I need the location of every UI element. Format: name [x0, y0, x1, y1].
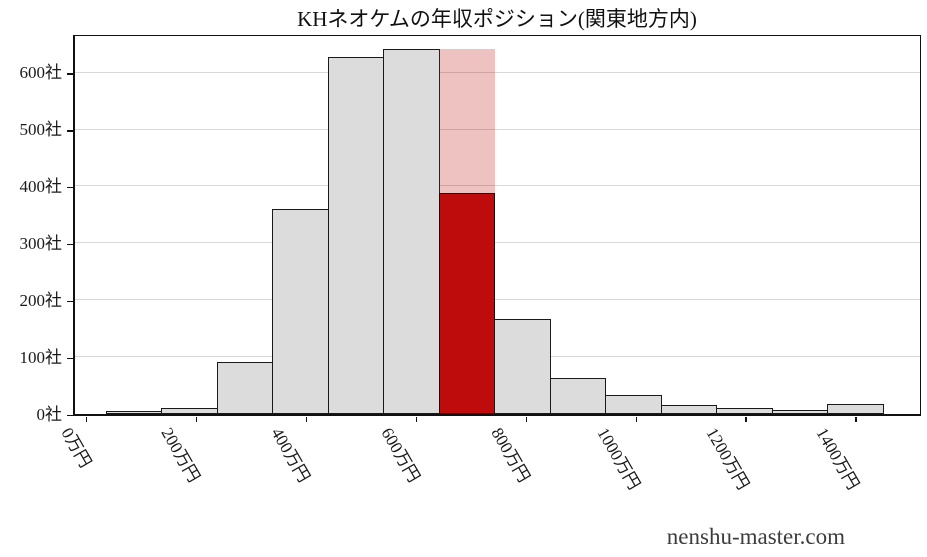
- y-tick-mark: [67, 130, 73, 132]
- x-axis-tick-label: 1000万円: [592, 424, 644, 493]
- x-axis-tick-label: 400万円: [267, 424, 314, 486]
- y-tick-mark: [67, 73, 73, 75]
- x-tick-mark: [855, 416, 857, 422]
- watermark: nenshu-master.com: [666, 524, 845, 549]
- gridline-400社: [75, 185, 920, 187]
- x-tick-mark: [305, 416, 308, 422]
- highlight-bar-position: [438, 193, 495, 414]
- y-axis-tick-label: 500社: [19, 120, 63, 140]
- histogram-bar: [660, 405, 717, 414]
- histogram-bar: [105, 411, 162, 414]
- x-tick-mark: [195, 416, 198, 422]
- gridline-600社: [75, 71, 920, 73]
- y-tick-mark: [67, 301, 73, 303]
- x-tick-mark: [415, 416, 417, 422]
- gridline-200社: [75, 299, 920, 301]
- y-axis-tick-label: 100社: [19, 347, 63, 367]
- histogram-bar: [383, 49, 440, 414]
- x-tick-mark: [745, 416, 747, 422]
- histogram-bar: [161, 408, 218, 414]
- x-axis-tick-label: 1200万円: [702, 424, 754, 493]
- histogram-bar: [327, 57, 384, 414]
- y-axis-tick-label: 200社: [19, 291, 63, 310]
- histogram-bar: [494, 319, 551, 414]
- bars-layer: [75, 36, 920, 414]
- y-tick-mark: [67, 414, 73, 417]
- x-tick-mark: [525, 416, 527, 422]
- y-axis-tick-label: 300社: [19, 234, 63, 254]
- y-axis-tick-label: 400社: [19, 177, 63, 197]
- histogram-bar: [272, 209, 329, 414]
- y-tick-mark: [67, 187, 73, 189]
- x-axis-tick-label: 600万円: [377, 424, 424, 486]
- y-axis-tick-label: 0社: [36, 404, 63, 424]
- histogram-bar: [549, 378, 606, 414]
- histogram-bar: [827, 404, 884, 414]
- plot-area: [73, 35, 921, 416]
- histogram-bar: [716, 408, 773, 414]
- x-tick-mark: [86, 416, 88, 422]
- x-axis-tick-label: 200万円: [157, 424, 205, 486]
- x-tick-mark: [635, 416, 637, 422]
- x-axis-tick-label: 0万円: [56, 424, 95, 471]
- y-tick-mark: [67, 357, 73, 360]
- x-axis-tick-label: 1400万円: [812, 424, 864, 493]
- histogram-bar: [216, 362, 273, 414]
- x-axis-tick-label: 800万円: [487, 424, 534, 486]
- histogram-bar: [605, 395, 662, 414]
- gridline-500社: [75, 128, 920, 130]
- histogram-bar: [771, 410, 828, 414]
- highlight-bar-total: [438, 49, 495, 414]
- chart-title: KHネオケムの年収ポジション(関東地方内): [297, 7, 697, 31]
- y-tick-mark: [67, 244, 73, 246]
- y-axis-tick-label: 600社: [19, 63, 63, 83]
- gridline-300社: [75, 242, 920, 244]
